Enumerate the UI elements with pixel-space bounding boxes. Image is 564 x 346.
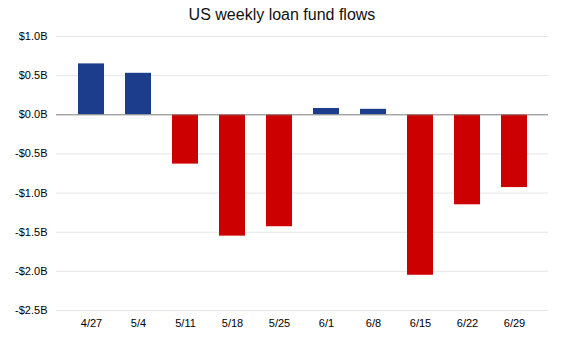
svg-text:-$2.0B: -$2.0B [15,265,47,277]
svg-text:-$1.5B: -$1.5B [15,226,47,238]
svg-text:5/25: 5/25 [269,317,290,329]
svg-text:-$2.5B: -$2.5B [15,304,47,316]
svg-text:$0.5B: $0.5B [19,69,48,81]
svg-text:6/1: 6/1 [319,317,334,329]
svg-text:6/15: 6/15 [410,317,431,329]
svg-text:$0.0B: $0.0B [19,108,48,120]
svg-text:6/8: 6/8 [366,317,381,329]
svg-text:5/18: 5/18 [222,317,243,329]
html-text:US weekly loan fund flows: US weekly loan fund flows [188,6,376,23]
svg-text:4/27: 4/27 [81,317,102,329]
svg-text:5/11: 5/11 [175,317,196,329]
svg-text:6/29: 6/29 [504,317,525,329]
svg-text:$1.0B: $1.0B [19,30,48,42]
svg-text:-$0.5B: -$0.5B [15,147,47,159]
svg-text:-$1.0B: -$1.0B [15,187,47,199]
svg-text:6/22: 6/22 [457,317,478,329]
svg-text:5/4: 5/4 [131,317,146,329]
